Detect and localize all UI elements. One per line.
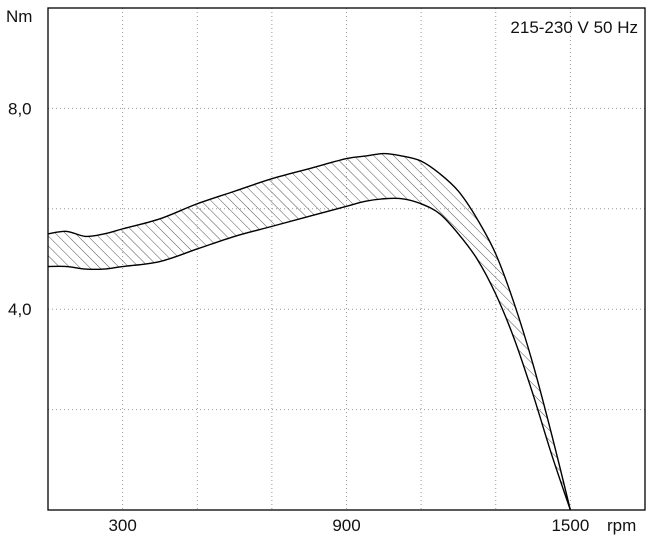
x-axis-unit: rpm [607, 516, 636, 535]
upper-torque-curve [47, 152, 572, 511]
voltage-frequency-note: 215-230 V 50 Hz [510, 18, 638, 37]
torque-band-fill [48, 153, 571, 510]
x-tick-labels: 300 900 1500 [108, 516, 589, 535]
lower-torque-curve [47, 197, 572, 511]
y-axis-unit: Nm [6, 7, 32, 26]
torque-band [47, 152, 572, 511]
plot-frame [47, 7, 646, 511]
y-tick-label: 8,0 [8, 99, 32, 118]
y-tick-label: 4,0 [8, 300, 32, 319]
x-tick-label: 900 [332, 516, 360, 535]
y-tick-labels: 4,0 8,0 [8, 99, 32, 319]
x-tick-label: 1500 [551, 516, 589, 535]
x-tick-label: 300 [108, 516, 136, 535]
